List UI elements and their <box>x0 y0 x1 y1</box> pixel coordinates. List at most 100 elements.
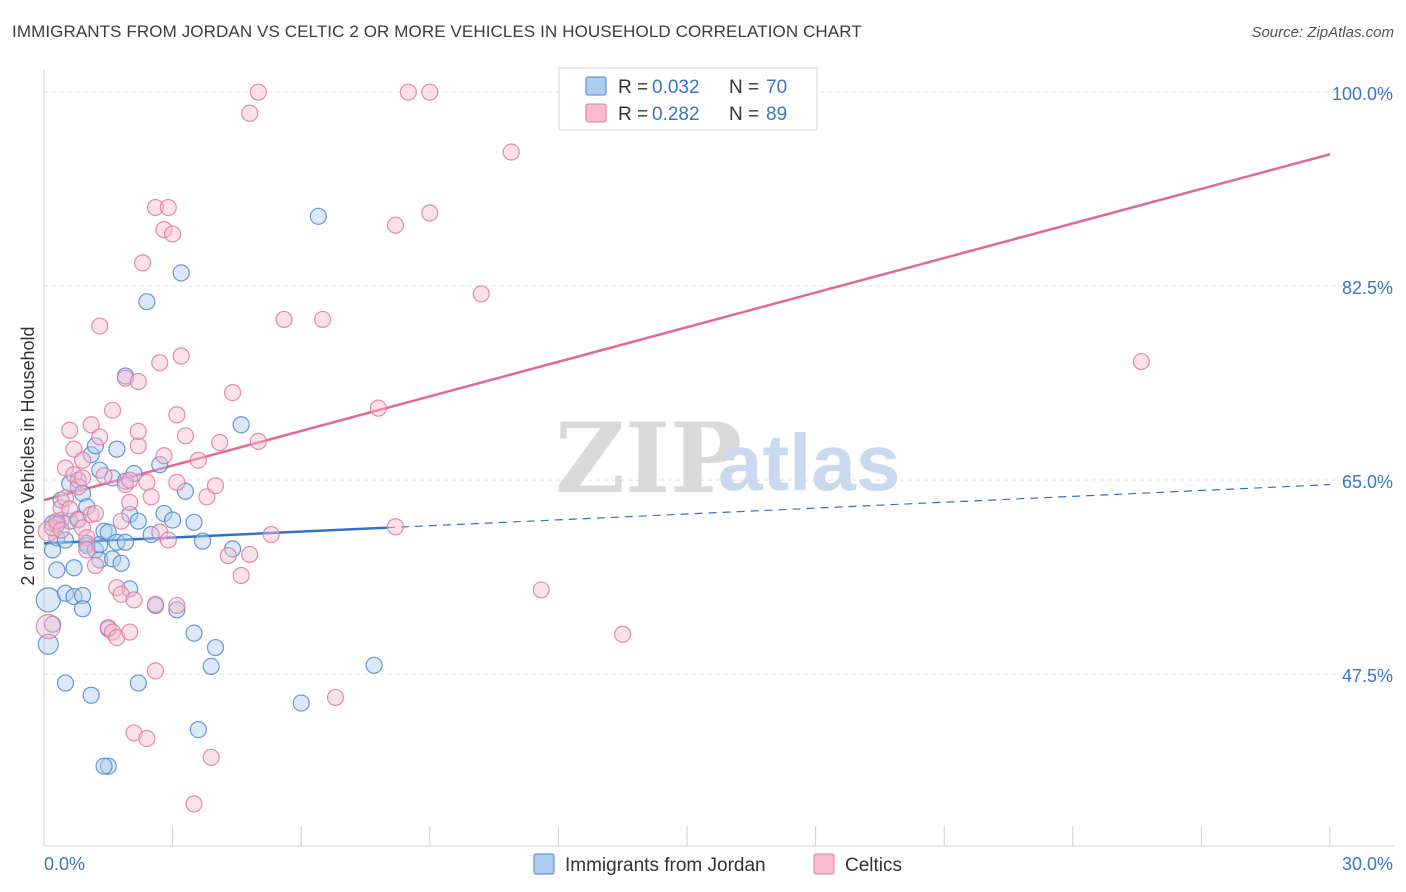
axes <box>43 70 1394 847</box>
point-celtics <box>168 596 186 615</box>
point-celtics <box>125 724 143 742</box>
point-celtics <box>78 529 96 547</box>
point-celtics <box>73 469 92 487</box>
x-tick-label-max: 30.0% <box>1342 854 1393 874</box>
point-celtics <box>129 437 147 455</box>
point-celtics <box>326 688 345 707</box>
point-jordan <box>168 601 186 619</box>
point-celtics <box>103 401 122 419</box>
point-celtics <box>168 473 186 491</box>
points-jordan <box>35 207 383 775</box>
point-jordan <box>232 416 250 434</box>
y-tick-label: 82.5% <box>1342 278 1393 298</box>
point-celtics <box>211 433 229 452</box>
point-celtics <box>69 511 87 529</box>
point-jordan <box>189 720 207 739</box>
point-celtics <box>48 512 66 530</box>
legend-swatch-celtics <box>585 103 607 123</box>
grid-lines <box>44 91 1394 675</box>
bottom-legend-swatch-celtics <box>813 853 835 875</box>
point-jordan <box>155 504 173 523</box>
series-legend: Immigrants from Jordan Celtics <box>533 853 902 876</box>
point-celtics <box>151 354 169 372</box>
point-jordan <box>365 656 383 674</box>
point-jordan <box>172 264 190 282</box>
point-celtics <box>129 422 147 440</box>
point-jordan <box>78 498 96 516</box>
point-celtics <box>532 581 550 599</box>
x-axis-ticks <box>43 826 1331 846</box>
point-celtics <box>206 477 225 495</box>
point-jordan <box>138 293 156 311</box>
point-jordan <box>185 513 203 531</box>
point-celtics <box>121 623 139 641</box>
legend-n-label-1: N = <box>729 77 759 98</box>
chart-title: IMMIGRANTS FROM JORDAN VS CELTIC 2 OR MO… <box>12 22 862 41</box>
point-jordan <box>73 586 92 605</box>
point-celtics <box>56 459 75 477</box>
legend-r-label-2: R = <box>618 104 648 125</box>
y-tick-label: 65.0% <box>1342 472 1393 492</box>
point-celtics <box>241 545 259 564</box>
point-celtics <box>164 225 182 243</box>
point-jordan <box>309 207 327 225</box>
point-celtics <box>176 427 195 445</box>
point-celtics <box>116 369 135 387</box>
point-celtics <box>249 432 267 450</box>
trendline-jordan-dashed <box>386 484 1331 529</box>
point-celtics <box>249 83 267 101</box>
source-label: Source: ZipAtlas.com <box>1251 24 1394 41</box>
point-celtics <box>52 521 70 539</box>
point-celtics <box>138 729 156 748</box>
point-jordan <box>129 512 147 530</box>
point-celtics <box>146 595 165 613</box>
point-celtics <box>52 499 70 517</box>
point-jordan <box>65 587 83 606</box>
point-celtics <box>155 221 173 239</box>
trendline-jordan-solid <box>43 526 387 545</box>
point-jordan <box>86 437 105 455</box>
point-celtics <box>421 204 439 222</box>
legend-r-value-2: 0.282 <box>652 104 700 125</box>
point-celtics <box>86 504 105 523</box>
x-tick-labels: 0.0% 30.0% <box>44 854 1393 874</box>
point-jordan <box>99 757 117 775</box>
point-celtics <box>168 406 186 424</box>
point-celtics <box>91 317 109 335</box>
point-celtics <box>262 525 280 544</box>
point-jordan <box>176 482 195 500</box>
point-celtics <box>386 216 405 234</box>
point-jordan <box>65 559 83 577</box>
point-celtics <box>241 104 259 122</box>
point-jordan <box>185 624 203 642</box>
point-celtics <box>133 254 152 272</box>
y-tick-label: 100.0% <box>1332 84 1393 104</box>
point-celtics <box>112 585 130 603</box>
legend-r-value-1: 0.032 <box>652 77 700 98</box>
bottom-legend-label-celtics: Celtics <box>845 855 902 876</box>
point-jordan <box>35 587 61 613</box>
point-jordan <box>103 550 122 568</box>
point-celtics <box>91 428 109 446</box>
point-celtics <box>146 662 165 680</box>
point-celtics <box>95 467 113 485</box>
point-celtics <box>159 198 177 217</box>
point-celtics <box>78 541 96 559</box>
point-celtics <box>121 493 139 511</box>
point-celtics <box>472 285 490 303</box>
point-celtics <box>108 628 126 647</box>
point-celtics <box>502 143 520 161</box>
y-tick-label: 47.5% <box>1342 666 1393 686</box>
point-celtics <box>73 451 92 469</box>
watermark: ZIP atlas <box>555 402 900 515</box>
legend-r-label-1: R = <box>618 77 648 98</box>
point-jordan <box>202 657 220 676</box>
point-celtics <box>82 416 100 434</box>
trend-celtics <box>43 153 1331 502</box>
point-celtics <box>369 399 387 417</box>
point-celtics <box>69 478 87 496</box>
bottom-legend-label-jordan: Immigrants from Jordan <box>565 855 766 876</box>
point-celtics <box>73 519 92 537</box>
bottom-legend-swatch-jordan <box>533 853 555 875</box>
point-jordan <box>37 633 59 655</box>
